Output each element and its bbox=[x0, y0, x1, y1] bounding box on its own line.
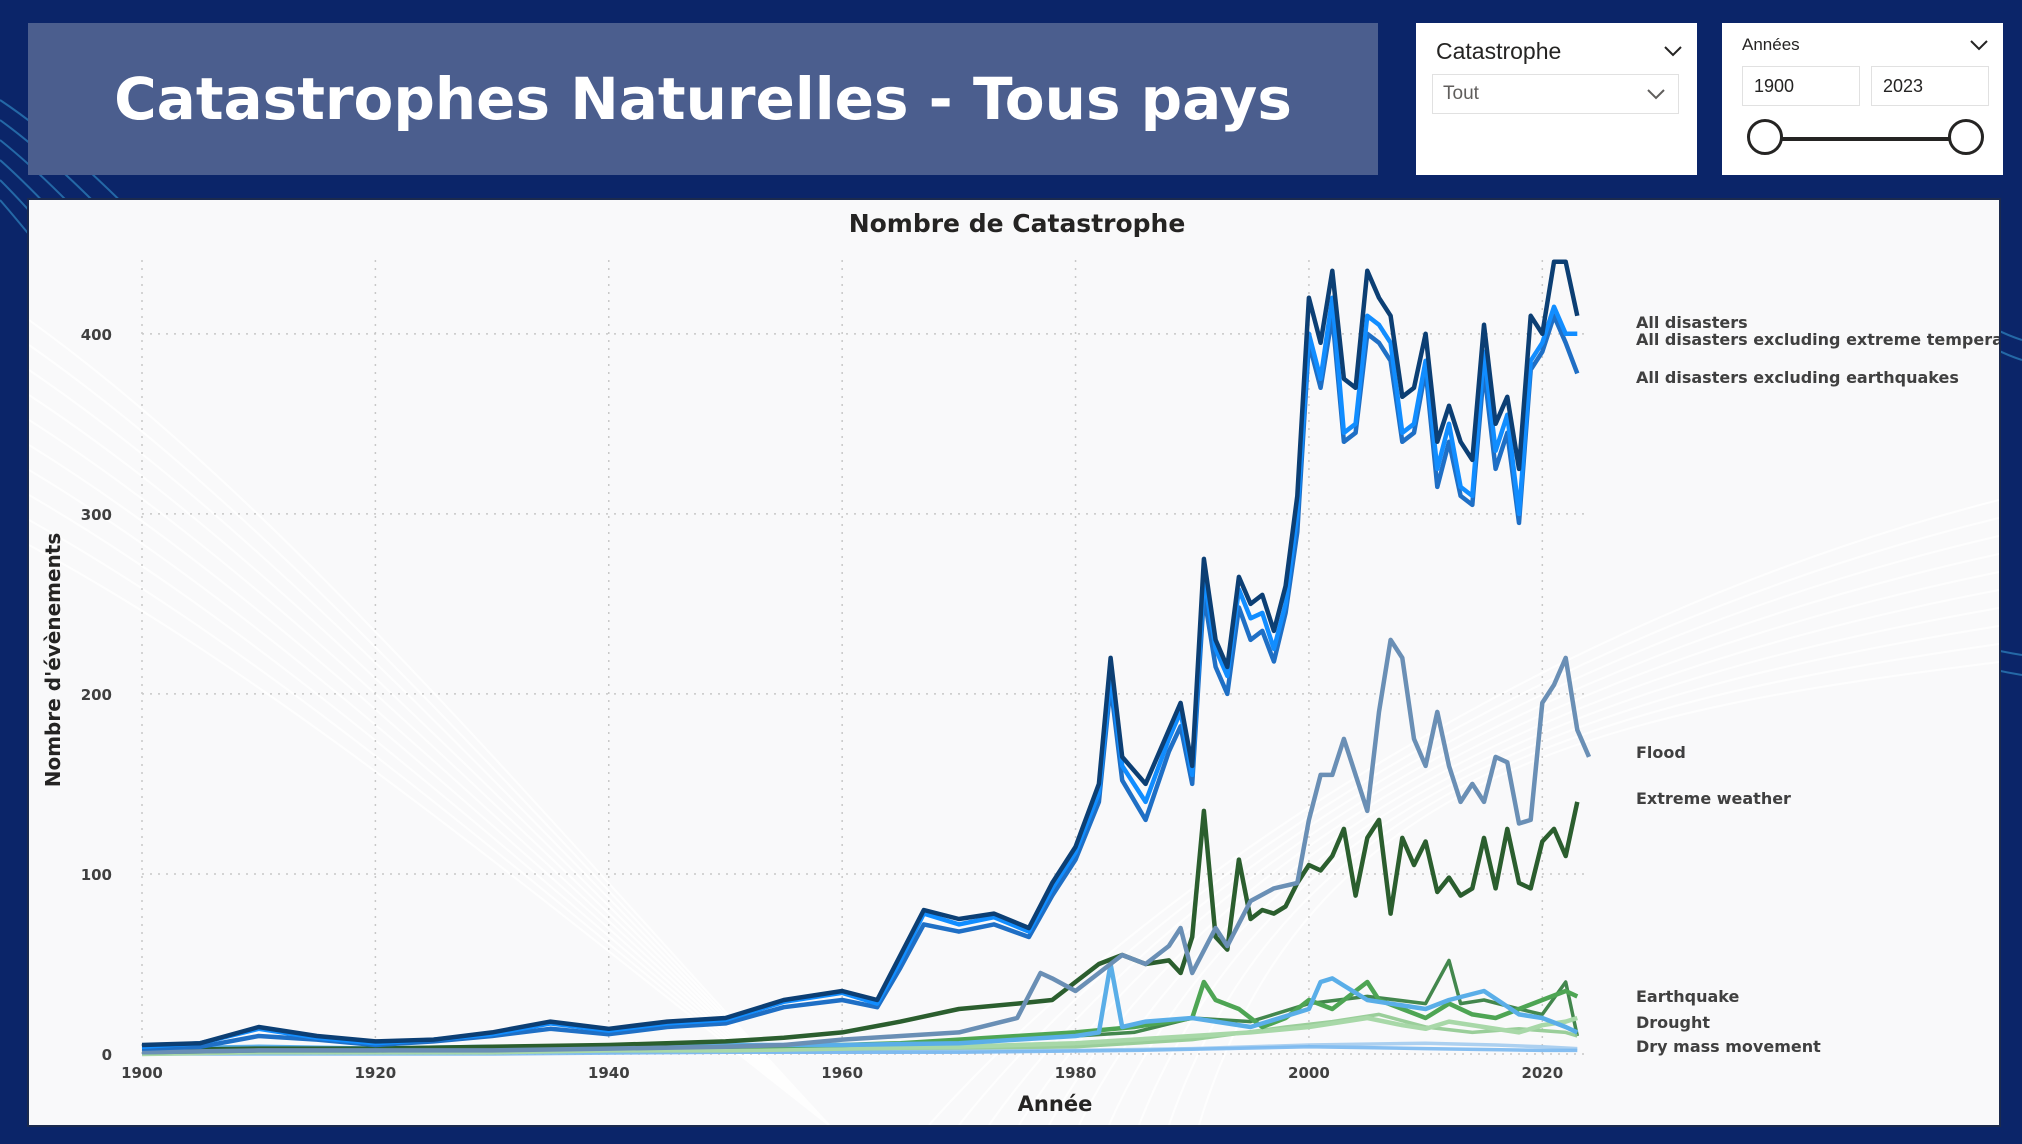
end-year-handle[interactable] bbox=[1948, 119, 1984, 155]
minor-series-line bbox=[142, 1045, 1578, 1056]
annees-slicer: Années 1900 2023 bbox=[1722, 23, 2003, 175]
series-label: All disasters excluding earthquakes bbox=[1636, 368, 1959, 387]
chart-grid bbox=[141, 260, 1589, 1055]
chart-panel: Nombre de Catastrophe 1900 1920 1940 1960 19… bbox=[27, 198, 2001, 1127]
series-line-1 bbox=[141, 295, 1578, 1050]
series-label: All disasters excluding extreme temperat… bbox=[1636, 330, 1999, 349]
catastrophe-slicer-header[interactable]: Catastrophe bbox=[1436, 33, 1683, 69]
start-year-input[interactable]: 1900 bbox=[1742, 66, 1860, 106]
y-tick-label: 400 bbox=[81, 326, 112, 344]
series-label: Drought bbox=[1636, 1013, 1710, 1032]
catastrophe-slicer-label: Catastrophe bbox=[1436, 37, 1562, 64]
x-tick-label: 1960 bbox=[821, 1064, 863, 1082]
x-tick-label: 1980 bbox=[1055, 1064, 1097, 1082]
year-range-track[interactable] bbox=[1768, 137, 1970, 141]
series-label: All disasters bbox=[1636, 313, 1748, 332]
series-label: Flood bbox=[1636, 743, 1686, 762]
series-line-4 bbox=[141, 801, 1580, 1053]
title-banner: Catastrophes Naturelles - Tous pays bbox=[28, 23, 1378, 175]
end-year-input[interactable]: 2023 bbox=[1871, 66, 1989, 106]
chevron-down-icon[interactable] bbox=[1969, 38, 1989, 52]
x-tick-label: 1900 bbox=[121, 1064, 163, 1082]
catastrophe-dropdown[interactable]: Tout bbox=[1432, 74, 1679, 114]
x-tick-label: 1940 bbox=[588, 1064, 630, 1082]
series-label: Earthquake bbox=[1636, 987, 1740, 1006]
start-year-handle[interactable] bbox=[1747, 119, 1783, 155]
chevron-down-icon[interactable] bbox=[1663, 44, 1683, 58]
annees-slicer-header[interactable]: Années bbox=[1742, 27, 1989, 63]
y-tick-label: 200 bbox=[81, 686, 112, 704]
y-axis-label: Nombre d'évènements bbox=[41, 533, 65, 788]
chevron-down-icon[interactable] bbox=[1646, 87, 1666, 101]
line-chart: Nombre de Catastrophe 1900 1920 1940 1960 19… bbox=[29, 209, 1999, 1125]
series-line-3 bbox=[141, 637, 1592, 1055]
catastrophe-dropdown-value: Tout bbox=[1443, 83, 1479, 104]
series-line-0 bbox=[141, 259, 1580, 1048]
x-axis-label: Année bbox=[1018, 1092, 1093, 1116]
series-label: Extreme weather bbox=[1636, 789, 1791, 808]
x-tick-label: 2020 bbox=[1521, 1064, 1563, 1082]
y-tick-label: 0 bbox=[102, 1046, 112, 1064]
catastrophe-slicer: Catastrophe Tout bbox=[1416, 23, 1697, 175]
axis-ticks: 1900 1920 1940 1960 1980 2000 2020 0 100 200 300 40… bbox=[81, 326, 1564, 1082]
x-tick-label: 2000 bbox=[1288, 1064, 1330, 1082]
page-title: Catastrophes Naturelles - Tous pays bbox=[114, 65, 1292, 133]
y-tick-label: 100 bbox=[81, 866, 112, 884]
y-tick-label: 300 bbox=[81, 506, 112, 524]
series-line-2 bbox=[141, 313, 1580, 1051]
series-lines bbox=[141, 259, 1592, 1057]
x-tick-label: 1920 bbox=[355, 1064, 397, 1082]
series-line-5 bbox=[141, 961, 1579, 1051]
series-label: Dry mass movement bbox=[1636, 1037, 1821, 1056]
annees-slicer-label: Années bbox=[1742, 35, 1800, 54]
chart-title: Nombre de Catastrophe bbox=[849, 209, 1186, 238]
